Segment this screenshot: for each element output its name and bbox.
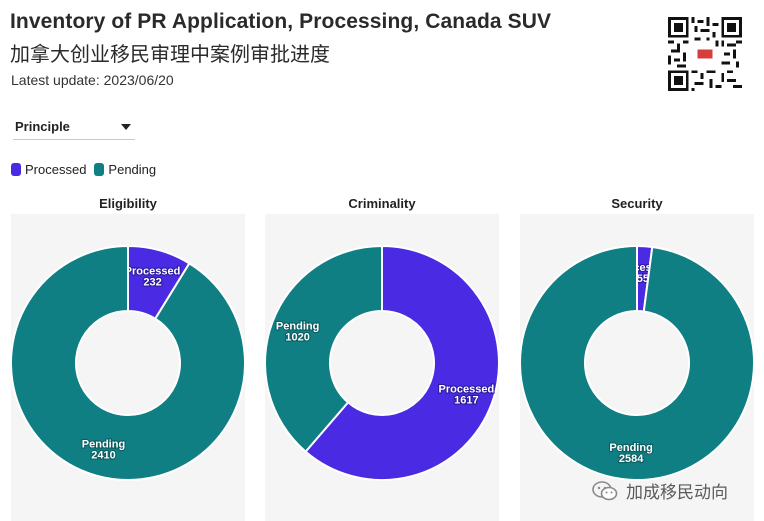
data-label-criminality-processed-value: 1617 — [454, 394, 478, 406]
data-label-security-pending-value: 2584 — [619, 453, 644, 465]
data-label-criminality-pending-value: 1020 — [285, 332, 309, 344]
data-label-eligibility-processed-value: 232 — [143, 276, 161, 288]
watermark: 加成移民动向 — [592, 478, 728, 503]
wechat-icon — [592, 481, 618, 501]
data-label-eligibility-pending-value: 2410 — [91, 450, 115, 462]
slice-eligibility-pending[interactable] — [11, 246, 245, 480]
donut-charts: Processed232Pending2410Processed1617Pend… — [0, 0, 764, 521]
watermark-text: 加成移民动向 — [626, 478, 728, 503]
